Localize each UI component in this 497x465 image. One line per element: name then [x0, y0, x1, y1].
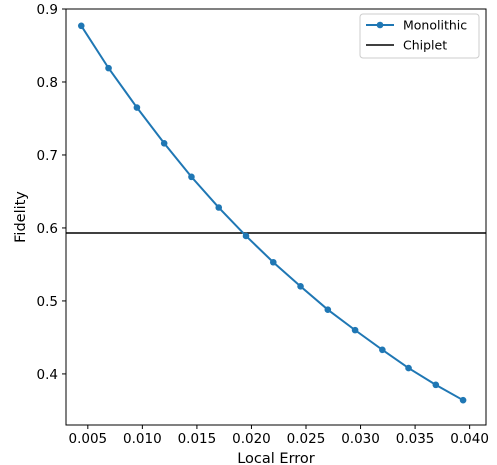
- x-axis-label: Local Error: [237, 451, 315, 465]
- x-tick-label: 0.030: [341, 431, 380, 447]
- monolithic-point: [188, 173, 195, 181]
- monolithic-point: [77, 22, 85, 30]
- x-tick-label: 0.020: [232, 431, 271, 447]
- monolithic-point: [459, 396, 467, 404]
- monolithic-point: [351, 326, 359, 334]
- axes-frame: [65, 8, 487, 426]
- x-tick-label: 0.005: [68, 431, 107, 447]
- legend-label-chiplet: Chiplet: [403, 38, 447, 53]
- y-axis-ticks: 0.4 0.5 0.6 0.7 0.8 0.9: [37, 2, 66, 383]
- y-tick-label: 0.7: [37, 148, 58, 164]
- monolithic-point: [269, 258, 277, 266]
- x-tick-label: 0.025: [287, 431, 326, 447]
- monolithic-point: [105, 64, 112, 72]
- y-tick-label: 0.6: [37, 221, 58, 237]
- y-tick-label: 0.8: [37, 75, 58, 91]
- y-tick-label: 0.9: [37, 2, 58, 18]
- monolithic-point: [242, 232, 250, 240]
- legend: Monolithic Chiplet: [359, 13, 480, 59]
- x-tick-label: 0.040: [450, 431, 489, 447]
- monolithic-point: [133, 104, 141, 111]
- x-tick-label: 0.010: [123, 431, 162, 447]
- monolithic-point: [379, 346, 386, 354]
- monolithic-point: [324, 306, 332, 313]
- x-tick-label: 0.035: [396, 431, 435, 447]
- y-tick-label: 0.4: [37, 367, 58, 383]
- y-tick-label: 0.5: [37, 294, 58, 310]
- monolithic-point: [297, 283, 304, 290]
- monolithic-line: [80, 25, 464, 402]
- monolithic-point: [160, 139, 168, 147]
- legend-label-monolithic: Monolithic: [403, 18, 467, 33]
- legend-marker-monolithic: [376, 21, 384, 29]
- plot-area: [66, 22, 486, 404]
- y-axis-label: Fidelity: [13, 191, 29, 243]
- monolithic-point: [405, 364, 412, 372]
- monolithic-point: [432, 381, 440, 389]
- monolithic-point: [215, 204, 223, 211]
- x-tick-label: 0.015: [178, 431, 217, 447]
- x-axis-ticks: 0.005 0.010 0.015 0.020 0.025 0.030 0.035 0.040: [68, 425, 489, 447]
